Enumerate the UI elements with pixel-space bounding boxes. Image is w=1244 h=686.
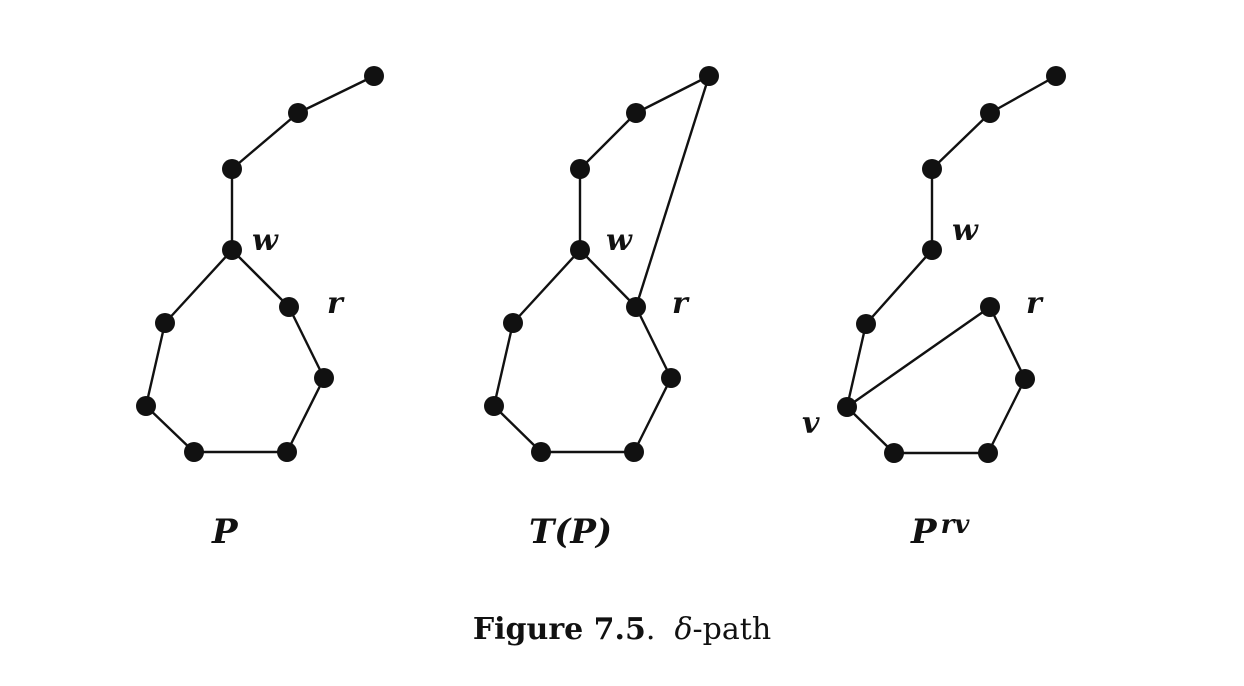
vertex: [884, 443, 904, 463]
graph-prv-nodes: [837, 66, 1066, 463]
edge: [285, 377, 326, 453]
figure-caption: Figure 7.5. δ-path: [0, 612, 1244, 647]
edge: [635, 74, 710, 115]
vertex: [978, 443, 998, 463]
vertex: [1046, 66, 1066, 86]
edge: [845, 323, 868, 408]
vertex: [626, 103, 646, 123]
vertex-w: [922, 240, 942, 260]
label-v: v: [802, 406, 820, 441]
edge: [989, 74, 1057, 115]
label-r: r: [327, 286, 345, 321]
edge: [145, 405, 195, 453]
vertex: [661, 368, 681, 388]
edge: [492, 322, 515, 407]
graph-title-p: P: [211, 512, 239, 552]
edge: [931, 112, 991, 170]
edge: [493, 405, 542, 453]
edge: [846, 406, 895, 454]
label-w: w: [952, 213, 979, 248]
edge-r-to-end: [634, 75, 711, 308]
edge: [287, 306, 326, 379]
graph-tp: w r T(P): [484, 66, 719, 552]
edge: [579, 249, 637, 308]
vertex: [531, 442, 551, 462]
graph-p-edges: [144, 74, 375, 454]
graph-title-sup: rv: [941, 510, 971, 540]
vertex: [856, 314, 876, 334]
graph-title-tp: T(P): [529, 512, 612, 552]
caption-symbol: δ: [674, 612, 693, 647]
graph-title-main: P: [910, 512, 938, 552]
vertex: [699, 66, 719, 86]
edge: [634, 306, 673, 379]
caption-label: Figure 7.5: [472, 612, 646, 647]
vertex: [277, 442, 297, 462]
vertex: [288, 103, 308, 123]
vertex: [364, 66, 384, 86]
vertex: [503, 313, 523, 333]
label-w: w: [252, 223, 279, 258]
edge: [865, 249, 933, 325]
edge: [144, 322, 167, 407]
vertex-r: [626, 297, 646, 317]
vertex: [1015, 369, 1035, 389]
vertex: [624, 442, 644, 462]
vertex: [155, 313, 175, 333]
vertex: [136, 396, 156, 416]
label-w: w: [606, 223, 633, 258]
caption-separator: .: [645, 612, 656, 647]
vertex-w: [570, 240, 590, 260]
edge: [164, 249, 233, 324]
vertex: [222, 159, 242, 179]
edge: [231, 249, 290, 308]
edge: [632, 377, 673, 453]
edge: [297, 74, 375, 115]
vertex: [922, 159, 942, 179]
graph-prv-edges: [845, 74, 1057, 455]
vertex: [314, 368, 334, 388]
label-r: r: [672, 286, 690, 321]
edge: [986, 378, 1027, 454]
edge: [988, 306, 1027, 380]
graph-tp-nodes: [484, 66, 719, 462]
vertex-v: [837, 397, 857, 417]
edge: [579, 112, 637, 170]
vertex-w: [222, 240, 242, 260]
vertex: [484, 396, 504, 416]
vertex: [980, 103, 1000, 123]
vertex-r: [279, 297, 299, 317]
graph-tp-edges: [492, 74, 711, 454]
vertex: [184, 442, 204, 462]
caption-text: -path: [692, 612, 772, 647]
vertex-r: [980, 297, 1000, 317]
edge-r-to-v: [846, 306, 991, 408]
edge: [231, 112, 299, 170]
label-r: r: [1026, 286, 1044, 321]
graph-p: w r P: [136, 66, 384, 552]
vertex: [570, 159, 590, 179]
edge: [512, 249, 581, 324]
graph-p-nodes: [136, 66, 384, 462]
